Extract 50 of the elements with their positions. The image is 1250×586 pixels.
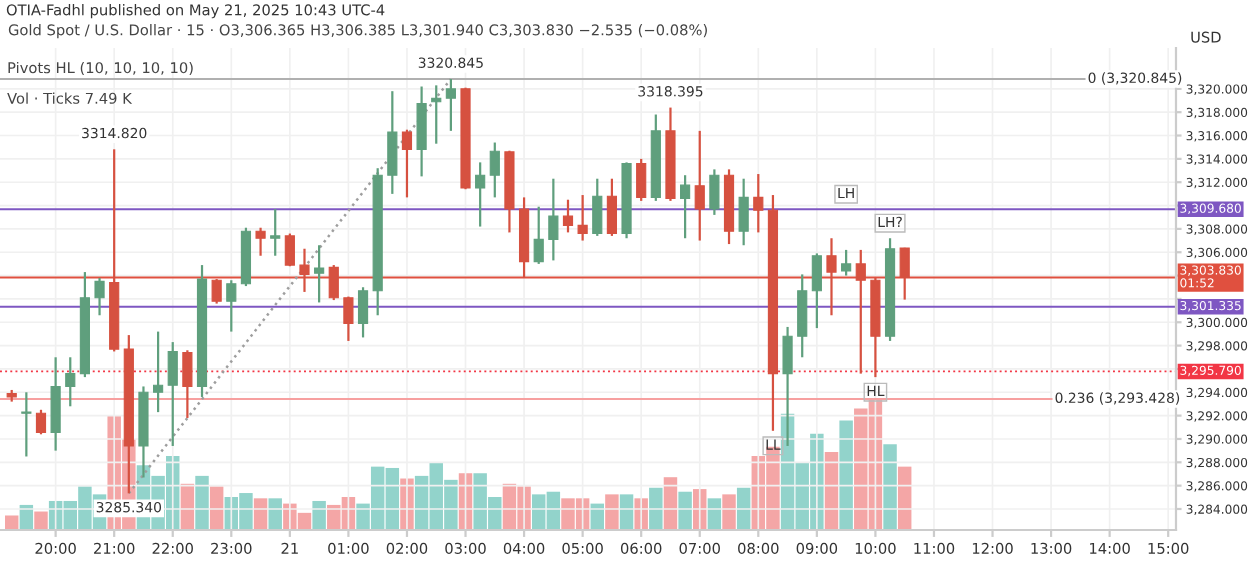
candlestick [548,177,559,262]
bar [678,491,692,530]
candlestick [270,207,281,257]
candlestick [226,279,237,333]
candlestick [65,356,76,408]
bar [34,511,48,530]
candlestick [606,177,618,238]
bar [897,466,912,530]
candlestick [636,157,647,202]
candlestick [797,273,808,359]
bar [4,515,19,530]
candlestick [811,252,822,330]
candlestick [841,248,852,277]
candlestick [694,129,705,242]
candlestick [533,205,544,266]
bar [649,487,663,530]
bar [209,486,224,530]
candlestick [314,244,325,304]
candlestick [284,232,295,268]
bar [312,500,326,530]
candlestick [592,177,603,238]
bar [605,494,619,530]
candlestick [709,168,720,216]
candlestick [577,193,588,242]
candlestick [35,408,47,436]
candlestick [416,85,427,178]
bar [839,420,853,530]
candlestick [387,90,398,195]
bar [195,475,209,530]
candlestick [182,349,193,420]
bar [663,477,678,530]
candlestick [21,391,32,458]
candlestick [153,330,164,414]
bar [268,498,282,530]
candlestick [680,174,691,240]
candlestick [475,161,486,228]
candlestick [255,226,266,257]
bar [883,444,897,530]
candlestick [343,295,354,343]
candlestick [167,340,178,448]
candlestick [445,77,456,132]
candlestick [489,141,500,199]
candlestick [357,286,369,339]
candlestick [753,172,764,234]
candlestick [738,177,749,247]
bar [722,494,736,530]
candlestick [401,128,413,199]
candlestick [50,356,61,452]
candlestick [562,198,574,234]
candlestick [94,276,105,317]
